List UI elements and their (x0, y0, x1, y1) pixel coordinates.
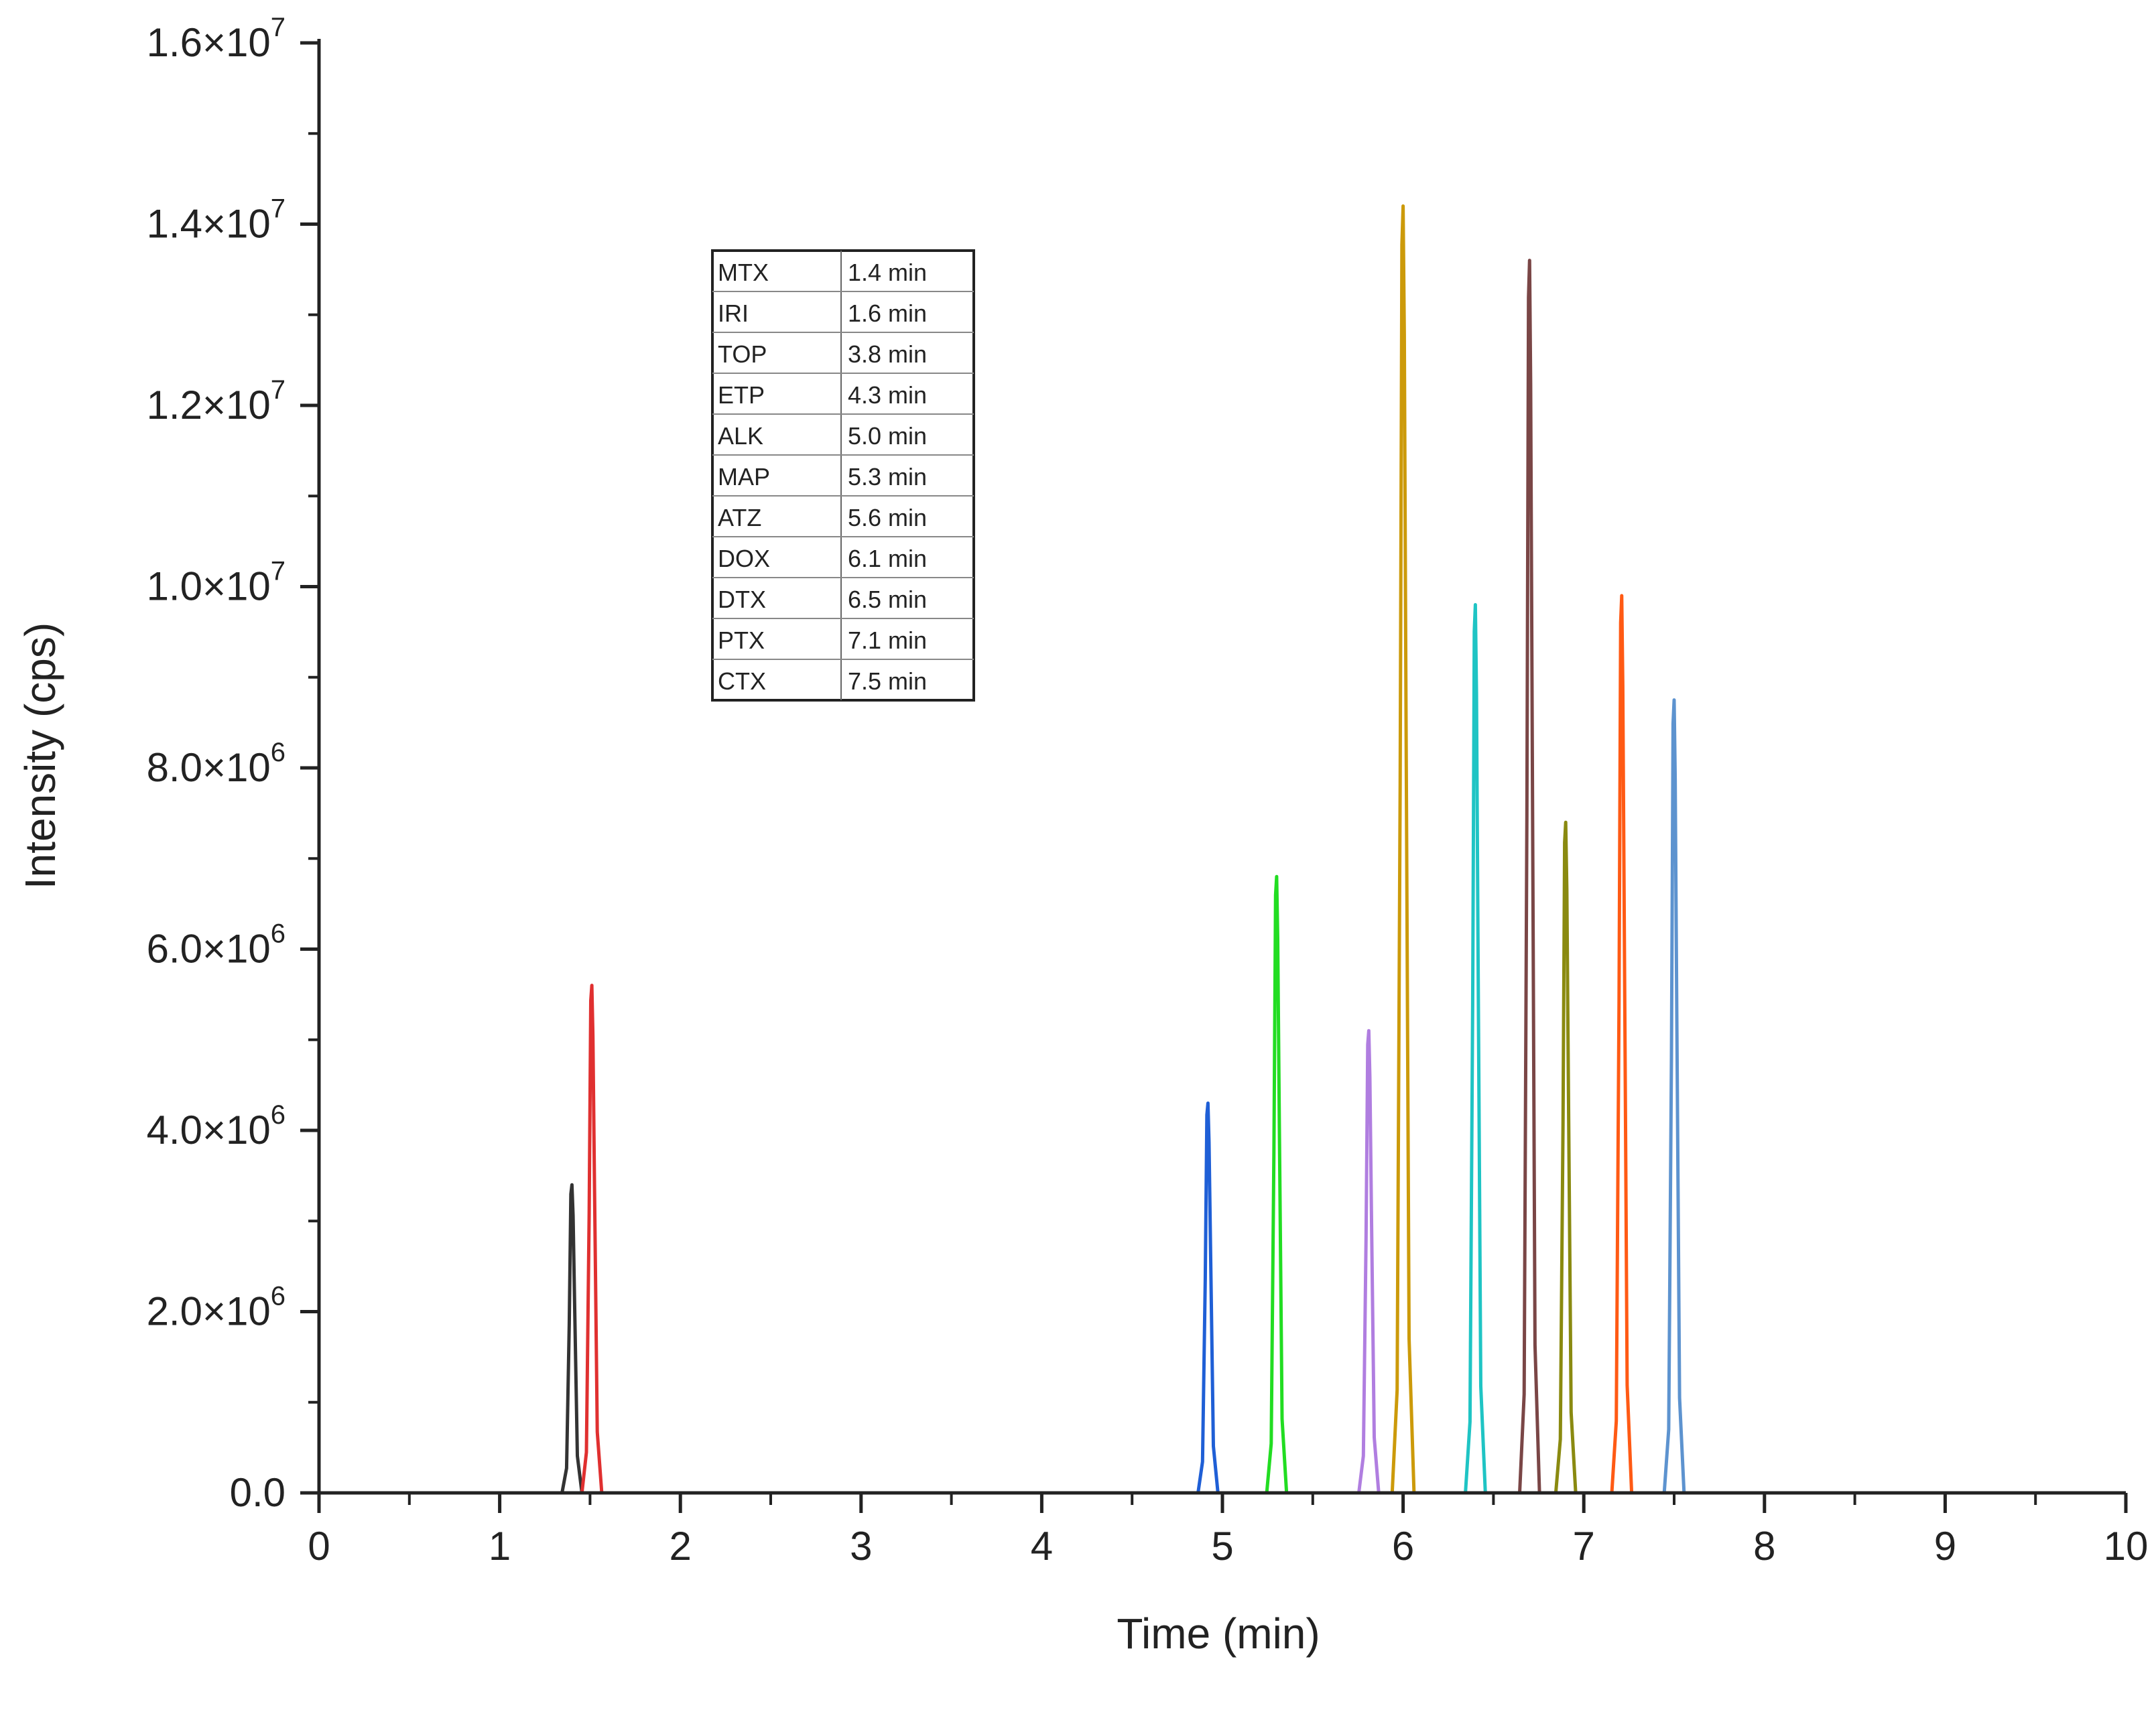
peak-series-0 (319, 1183, 2126, 1495)
x-tick-label: 6 (1392, 1524, 1414, 1569)
legend-analyte-name: IRI (718, 300, 749, 327)
peak-series-7 (319, 259, 2126, 1495)
y-tick-label: 2.0×106 (147, 1282, 286, 1334)
legend-retention-time: 1.4 min (848, 259, 927, 286)
peak-series-9 (319, 594, 2126, 1495)
peak-series-8 (319, 820, 2126, 1495)
x-tick-label: 7 (1573, 1524, 1595, 1569)
legend-analyte-name: PTX (718, 627, 765, 654)
legend-analyte-name: DTX (718, 586, 766, 613)
legend-analyte-name: MAP (718, 463, 770, 490)
peak-series-10 (319, 698, 2126, 1495)
x-tick-label: 9 (1934, 1524, 1956, 1569)
legend-retention-time: 6.5 min (848, 586, 927, 613)
legend-analyte-name: ETP (718, 381, 765, 409)
y-tick-label: 1.2×107 (147, 375, 286, 427)
legend-analyte-name: DOX (718, 545, 770, 572)
legend-analyte-name: CTX (718, 667, 766, 695)
x-tick-label: 5 (1211, 1524, 1233, 1569)
y-tick-label: 0.0 (230, 1470, 286, 1515)
peak-series-4 (319, 1029, 2126, 1495)
legend-retention-time: 6.1 min (848, 545, 927, 572)
x-axis-title: Time (min) (1117, 1609, 1320, 1658)
legend-retention-time: 3.8 min (848, 340, 927, 368)
legend-retention-time: 5.3 min (848, 463, 927, 490)
legend-retention-time: 5.6 min (848, 504, 927, 531)
legend-analyte-name: ATZ (718, 504, 761, 531)
legend-analyte-name: TOP (718, 340, 767, 368)
y-tick-label: 8.0×106 (147, 738, 286, 790)
legend-retention-time: 7.1 min (848, 627, 927, 654)
legend-retention-time: 5.0 min (848, 422, 927, 450)
y-tick-label: 6.0×106 (147, 919, 286, 972)
x-tick-label: 8 (1753, 1524, 1775, 1569)
y-tick-label: 1.0×107 (147, 557, 286, 609)
peak-series-5 (319, 204, 2126, 1495)
y-tick-label: 1.4×107 (147, 194, 286, 247)
legend-retention-time: 7.5 min (848, 667, 927, 695)
legend-table: MTX 1.4 min IRI 1.6 min TOP 3.8 min ETP 4.3 min… (711, 249, 975, 702)
series-layer (319, 204, 2126, 1495)
peak-series-1 (319, 984, 2126, 1495)
peak-series-6 (319, 603, 2126, 1495)
x-tick-label: 10 (2104, 1524, 2149, 1569)
peak-series-2 (319, 1101, 2126, 1495)
x-tick-label: 1 (489, 1524, 511, 1569)
x-tick-label: 3 (850, 1524, 872, 1569)
legend-border (711, 249, 975, 702)
legend-analyte-name: ALK (718, 422, 763, 450)
x-tick-label: 0 (308, 1524, 330, 1569)
x-ticks: 0 1 2 3 4 5 6 7 8 9 10 (308, 1493, 2148, 1569)
x-tick-label: 4 (1031, 1524, 1053, 1569)
y-tick-label: 1.6×107 (147, 13, 286, 65)
legend-analyte-name: MTX (718, 259, 769, 286)
y-tick-label: 4.0×106 (147, 1100, 286, 1152)
legend-retention-time: 1.6 min (848, 300, 927, 327)
y-axis-title: Intensity (cps) (16, 622, 64, 889)
y-ticks: 0.0 2.0×106 4.0×106 6.0×106 8.0×106 1.0×107 1.… (147, 13, 319, 1515)
legend-retention-time: 4.3 min (848, 381, 927, 409)
x-tick-label: 2 (670, 1524, 692, 1569)
peak-series-3 (319, 874, 2126, 1495)
